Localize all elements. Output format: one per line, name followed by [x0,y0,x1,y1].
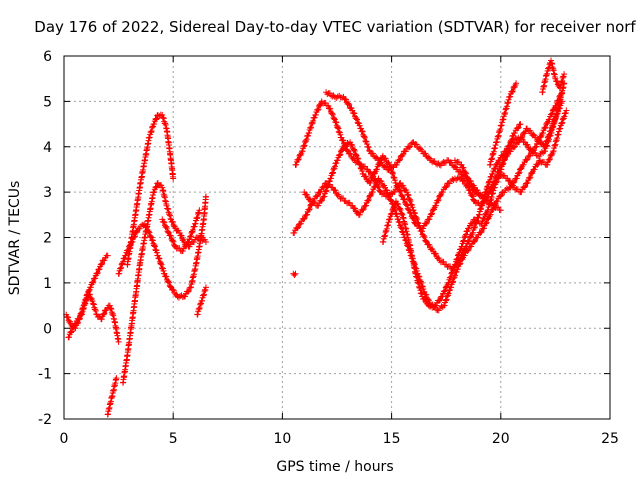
series-track-d [119,180,209,386]
series-track-a [63,288,122,345]
data-point [517,121,524,128]
series-track-o [451,157,504,214]
series-track-e [124,111,177,268]
data-point [497,207,504,214]
data-point [115,338,122,345]
data-point [561,71,568,78]
series-track-h [194,284,209,318]
data-point [202,193,209,200]
data-point [563,107,570,114]
series-track-n [379,121,524,310]
data-point [558,98,565,105]
y-axis-label: SDTVAR / TECUs [7,181,23,296]
series-track-q [539,57,568,96]
y-tick-label: 1 [43,276,52,292]
y-tick-label: 0 [43,321,52,337]
series-track-k [292,80,568,273]
x-tick-label: 0 [60,431,69,447]
x-tick-label: 10 [273,431,291,447]
y-tick-label: 5 [43,94,52,110]
x-tick-label: 15 [383,431,401,447]
series-track-l [301,107,570,232]
data-point [358,125,365,132]
data-point [170,175,177,182]
y-axis-ticks: -2 -1 0 1 2 3 4 5 6 [38,49,610,428]
y-tick-label: -1 [38,367,52,383]
data-point [113,375,120,382]
data-points [63,57,570,418]
data-point [513,80,520,87]
series-track-i [290,270,299,278]
y-tick-label: -2 [38,412,52,428]
chart-title: Day 176 of 2022, Sidereal Day-to-day VTE… [34,18,636,36]
series-track-b [65,252,111,341]
series-track-c [104,375,120,418]
data-point [292,270,299,277]
y-tick-label: 3 [43,185,52,201]
y-tick-label: 6 [43,49,52,65]
y-tick-label: 4 [43,140,52,156]
data-point [202,239,209,246]
series-track-g [159,207,203,255]
series-track-j [290,89,565,314]
data-point [202,284,209,291]
x-axis-ticks: 0 5 10 15 20 25 [60,56,619,447]
x-tick-label: 5 [169,431,178,447]
series-track-f [115,193,209,301]
x-tick-label: 20 [492,431,510,447]
y-tick-label: 2 [43,231,52,247]
x-tick-label: 25 [601,431,619,447]
x-axis-label: GPS time / hours [276,459,393,475]
data-point [104,252,111,259]
series-track-m [323,89,565,200]
data-point [196,207,203,214]
series-track-p [486,80,520,168]
